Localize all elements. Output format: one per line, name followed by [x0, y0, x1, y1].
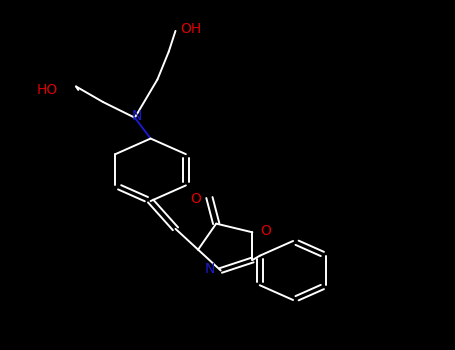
Text: HO: HO — [37, 83, 58, 97]
Text: N: N — [204, 262, 215, 276]
Text: OH: OH — [181, 22, 202, 36]
Text: O: O — [261, 224, 271, 238]
Text: O: O — [190, 192, 201, 206]
Text: N: N — [132, 109, 142, 123]
